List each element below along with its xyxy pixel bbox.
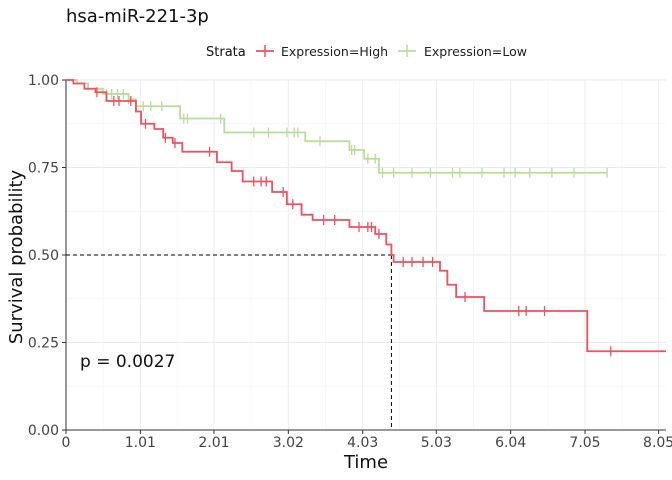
y-tick-label: 0.50: [28, 248, 59, 264]
median-survival-lines: [66, 254, 392, 430]
survival-curve-high: [66, 79, 666, 353]
survival-curve-low: [66, 79, 608, 174]
x-tick-label: 2.01: [198, 435, 229, 451]
x-tick-label: 6.04: [495, 435, 526, 451]
x-tick-label: 7.05: [569, 435, 600, 451]
legend-label-low: Expression=Low: [424, 44, 527, 59]
y-tick-label: 0.75: [28, 161, 59, 177]
axes: 0 1.01 2.01 3.02 4.03 5.03 6.04 7.05 8.05 0.00 0.2…: [28, 73, 672, 451]
y-tick-label: 0.00: [28, 423, 59, 439]
p-value-annotation: p = 0.0027: [80, 352, 175, 372]
y-axis-title: Survival probability: [6, 169, 27, 344]
chart-title: hsa-miR-221-3p: [66, 6, 209, 27]
x-tick-label: 8.05: [643, 435, 672, 451]
x-tick-label: 3.02: [273, 435, 304, 451]
legend-item-low: Expression=Low: [398, 44, 527, 59]
legend-label-high: Expression=High: [281, 44, 388, 59]
legend-title: Strata: [206, 45, 246, 60]
y-tick-label: 0.25: [28, 336, 59, 352]
grid: [65, 79, 666, 431]
x-tick-label: 0: [62, 435, 71, 451]
legend-item-high: Expression=High: [256, 44, 388, 59]
x-axis-title: Time: [343, 452, 388, 473]
x-tick-label: 4.03: [347, 435, 378, 451]
y-tick-label: 1.00: [28, 73, 59, 89]
survival-curves: [66, 79, 666, 357]
x-tick-label: 1.01: [125, 435, 156, 451]
legend: Strata Expression=High Expression=Low: [206, 44, 527, 60]
x-tick-label: 5.03: [421, 435, 452, 451]
